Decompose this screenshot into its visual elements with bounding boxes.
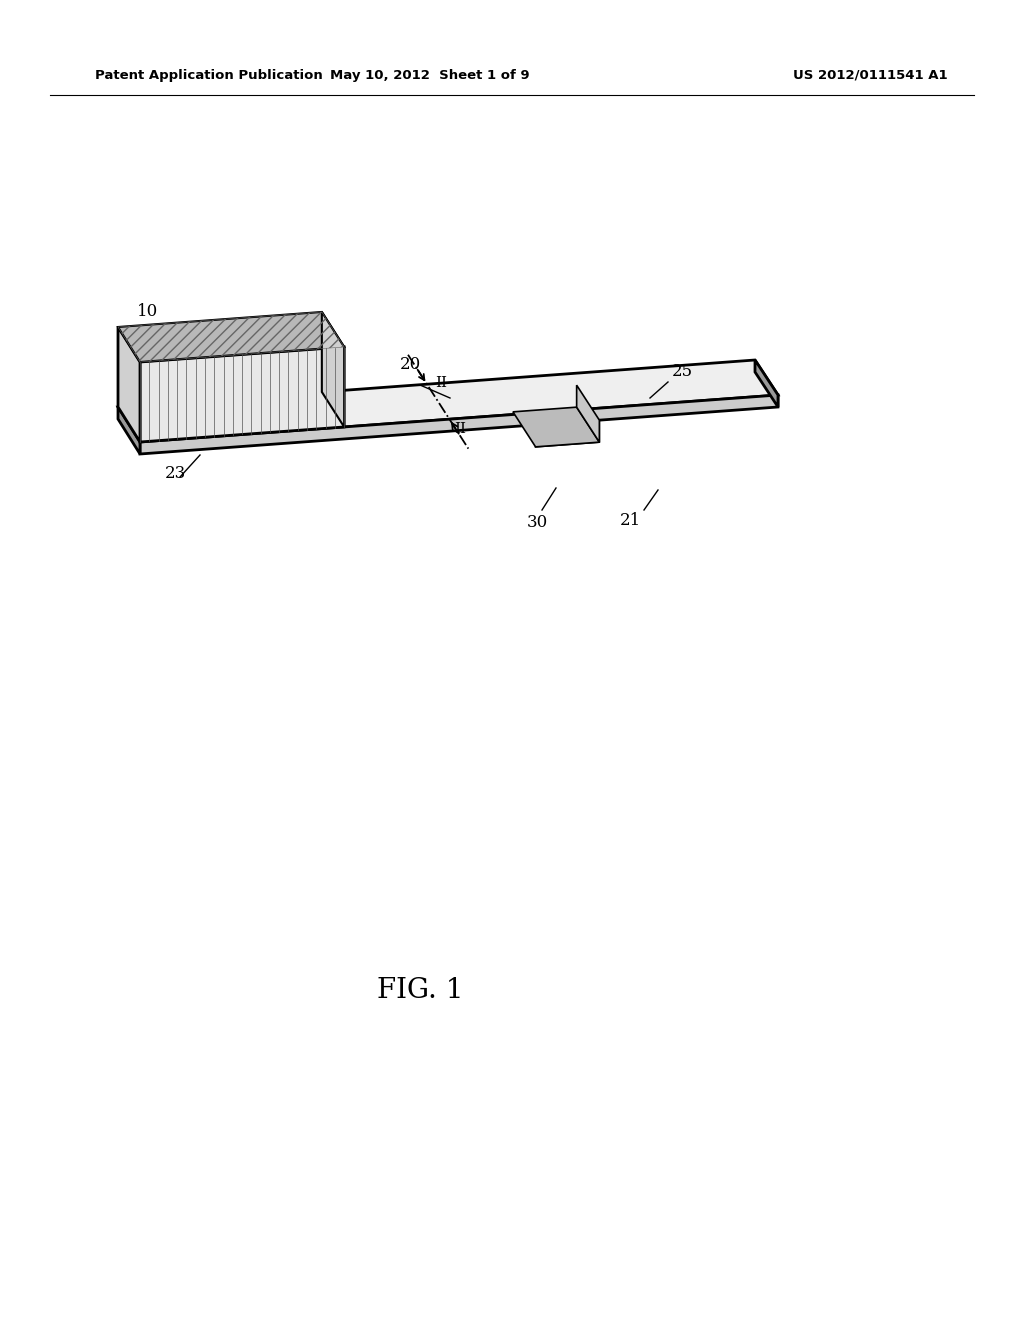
- Polygon shape: [536, 420, 599, 447]
- Text: 21: 21: [620, 512, 641, 529]
- Polygon shape: [118, 360, 778, 442]
- Text: II: II: [455, 422, 466, 436]
- Text: II: II: [435, 376, 446, 391]
- Polygon shape: [513, 407, 599, 447]
- Polygon shape: [322, 312, 344, 426]
- Text: US 2012/0111541 A1: US 2012/0111541 A1: [793, 69, 947, 82]
- Polygon shape: [118, 327, 140, 442]
- Text: FIG. 1: FIG. 1: [377, 977, 463, 1003]
- Polygon shape: [140, 395, 778, 454]
- Polygon shape: [755, 360, 778, 407]
- Text: 30: 30: [526, 513, 548, 531]
- Polygon shape: [140, 347, 344, 442]
- Text: 25: 25: [672, 363, 693, 380]
- Polygon shape: [118, 407, 140, 454]
- Text: Patent Application Publication: Patent Application Publication: [95, 69, 323, 82]
- Text: 23: 23: [165, 465, 186, 482]
- Polygon shape: [118, 312, 344, 362]
- Text: 20: 20: [399, 356, 421, 374]
- Polygon shape: [577, 385, 599, 442]
- Text: May 10, 2012  Sheet 1 of 9: May 10, 2012 Sheet 1 of 9: [330, 69, 529, 82]
- Text: 10: 10: [137, 304, 159, 319]
